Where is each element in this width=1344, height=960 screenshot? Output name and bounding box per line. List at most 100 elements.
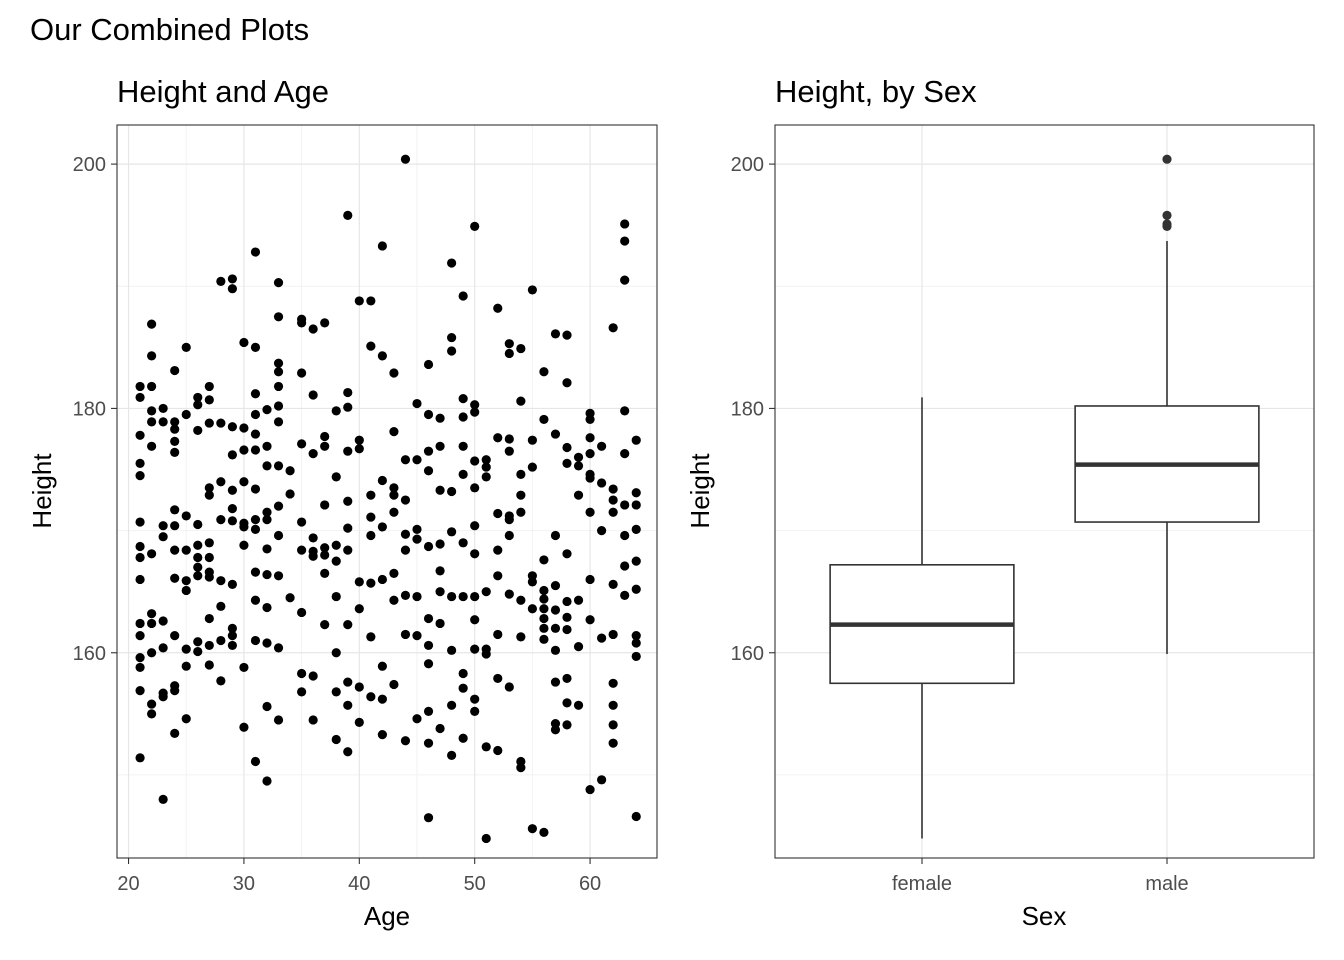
scatter-point: [504, 530, 514, 541]
scatter-point: [216, 514, 226, 525]
scatter-point: [481, 742, 491, 752]
scatter-point: [516, 595, 526, 605]
scatter-point: [239, 662, 249, 673]
box-y-tick-label: 180: [731, 398, 764, 420]
scatter-point: [389, 679, 399, 690]
scatter-point: [308, 324, 318, 334]
scatter-point: [458, 291, 468, 301]
scatter-point: [135, 618, 145, 629]
scatter-point: [400, 545, 411, 555]
scatter-point: [377, 694, 387, 704]
scatter-point: [493, 673, 503, 684]
box-x-label: Sex: [1022, 901, 1067, 931]
scatter-point: [504, 514, 514, 525]
box-y-tick-label: 160: [731, 643, 764, 665]
scatter-axes: 20 30 40 50 60 160 180 200: [73, 154, 602, 895]
scatter-point: [204, 640, 214, 651]
scatter-point: [262, 569, 272, 580]
scatter-point: [562, 720, 572, 730]
scatter-point: [423, 706, 434, 717]
scatter-point: [516, 396, 526, 406]
scatter-point: [481, 462, 491, 472]
scatter-point: [389, 568, 399, 578]
scatter-point: [227, 579, 237, 589]
scatter-point: [273, 381, 284, 392]
scatter-point: [516, 632, 526, 642]
scatter-point: [147, 549, 157, 559]
scatter-point: [608, 700, 618, 710]
scatter-point: [308, 449, 318, 459]
scatter-x-tick-label: 20: [117, 873, 139, 895]
scatter-point: [170, 573, 180, 583]
scatter-point: [193, 392, 203, 403]
scatter-point: [631, 488, 641, 498]
scatter-point: [273, 367, 284, 377]
scatter-point: [389, 595, 399, 605]
scatter-point: [435, 441, 445, 451]
scatter-point: [597, 478, 607, 488]
scatter-point: [493, 545, 503, 555]
scatter-point: [147, 618, 157, 629]
scatter-point: [135, 541, 145, 552]
scatter-point: [262, 544, 272, 554]
scatter-point: [539, 414, 549, 425]
scatter-y-tick-label: 180: [73, 398, 106, 420]
scatter-point: [447, 527, 457, 537]
scatter-point: [204, 418, 214, 428]
scatter-point: [227, 504, 237, 514]
scatter-point: [216, 477, 226, 487]
scatter-point: [585, 507, 595, 517]
scatter-point: [620, 561, 630, 571]
scatter-point: [216, 676, 226, 686]
scatter-point: [320, 431, 330, 442]
scatter-point: [527, 577, 537, 587]
scatter-point: [585, 449, 595, 459]
scatter-point: [504, 348, 514, 359]
box-outlier-male: [1162, 154, 1172, 164]
scatter-point: [320, 500, 330, 510]
scatter-point: [239, 722, 249, 732]
scatter-point: [458, 394, 468, 404]
scatter-point: [193, 400, 203, 410]
scatter-point: [297, 517, 307, 527]
scatter-point: [204, 572, 214, 582]
scatter-point: [158, 643, 168, 653]
scatter-point: [562, 458, 572, 469]
scatter-point: [447, 346, 457, 356]
scatter-point: [550, 580, 561, 591]
scatter-point: [181, 409, 191, 420]
scatter-point: [470, 407, 480, 417]
scatter-point: [493, 745, 503, 756]
scatter-point: [308, 715, 318, 725]
scatter-points: [135, 154, 641, 844]
scatter-point: [481, 649, 491, 659]
scatter-point: [470, 521, 480, 531]
scatter-point: [343, 747, 353, 757]
scatter-point: [470, 694, 480, 704]
scatter-point: [135, 662, 145, 673]
scatter-point: [597, 775, 607, 785]
box-y-label: Height: [685, 453, 715, 529]
scatter-point: [135, 471, 145, 481]
scatter-point: [216, 635, 226, 646]
scatter-point: [585, 615, 595, 625]
scatter-point: [573, 700, 584, 710]
scatter-point: [470, 615, 480, 625]
scatter-point: [331, 472, 341, 482]
scatter-point: [239, 445, 249, 455]
scatter-point: [470, 483, 480, 493]
scatter-point: [573, 461, 584, 471]
scatter-point: [158, 692, 168, 702]
scatter-point: [204, 490, 214, 500]
scatter-point: [193, 571, 203, 581]
scatter-point: [550, 725, 561, 735]
scatter-point: [273, 571, 284, 581]
box-outlier-male: [1162, 219, 1172, 229]
scatter-point: [550, 329, 561, 339]
scatter-point: [585, 574, 595, 585]
scatter-point: [539, 623, 549, 633]
scatter-point: [447, 591, 457, 602]
scatter-point: [527, 604, 537, 614]
scatter-point: [250, 756, 261, 767]
